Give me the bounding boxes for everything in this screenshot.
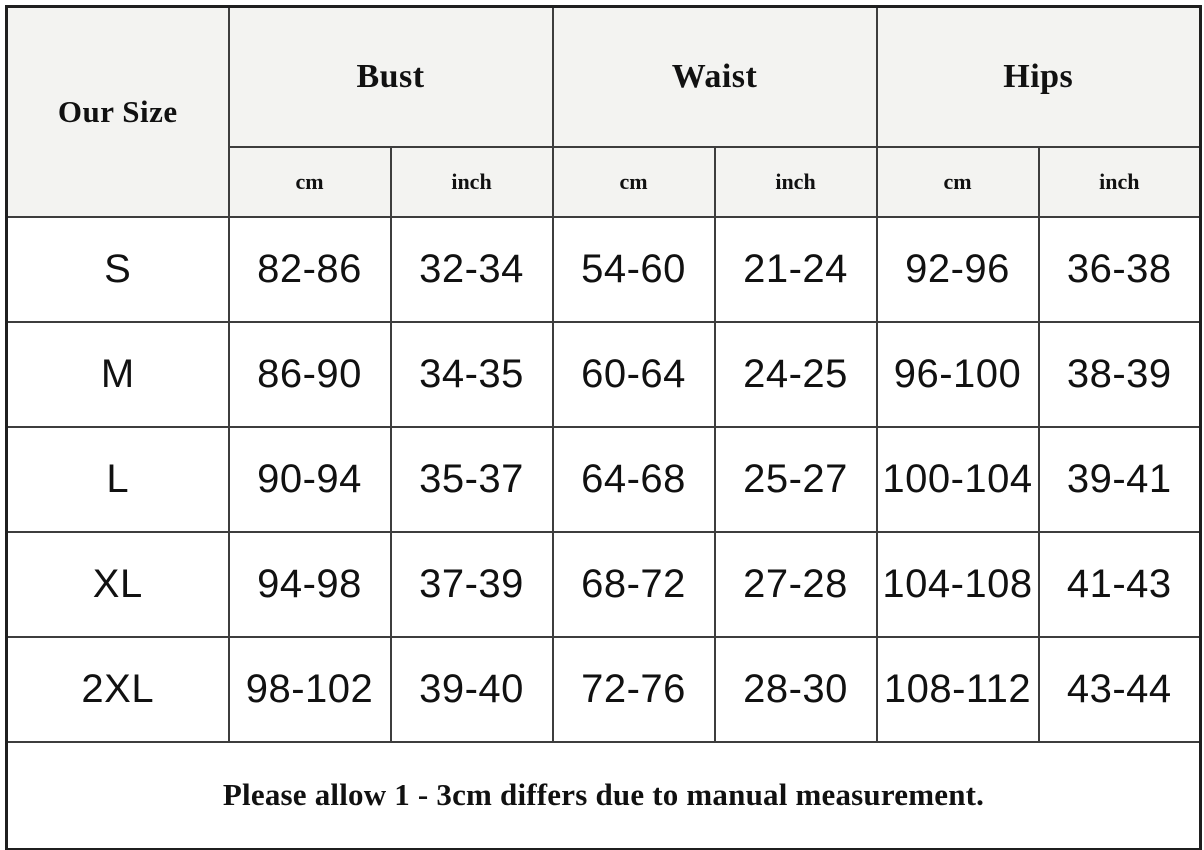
group-header-bust: Bust <box>227 5 554 148</box>
group-header-hips: Hips <box>875 5 1202 148</box>
size-cell: 2XL <box>5 635 230 743</box>
value-cell-bust-cm: 82-86 <box>227 215 392 323</box>
unit-header-row: cm inch cm inch cm inch <box>7 145 1202 218</box>
value-cell-waist-inch: 21-24 <box>713 215 878 323</box>
value-cell-hips-inch: 36-38 <box>1037 215 1202 323</box>
unit-header-hips-inch: inch <box>1037 145 1202 218</box>
value-cell-waist-cm: 72-76 <box>551 635 716 743</box>
value-cell-waist-inch: 27-28 <box>713 530 878 638</box>
value-cell-bust-cm: 90-94 <box>227 425 392 533</box>
value-cell-bust-cm: 98-102 <box>227 635 392 743</box>
corner-header-our-size: Our Size <box>5 5 230 218</box>
value-cell-bust-inch: 32-34 <box>389 215 554 323</box>
size-chart-table: Our Size Bust Waist Hips cm inch cm inch… <box>5 5 1203 850</box>
group-header-waist: Waist <box>551 5 878 148</box>
table-row-m: M 86-90 34-35 60-64 24-25 96-100 38-39 <box>5 320 1202 428</box>
value-cell-waist-cm: 60-64 <box>551 320 716 428</box>
size-cell: L <box>5 425 230 533</box>
value-cell-waist-cm: 64-68 <box>551 425 716 533</box>
unit-header-bust-cm: cm <box>227 145 392 218</box>
value-cell-hips-cm: 96-100 <box>875 320 1040 428</box>
value-cell-waist-inch: 28-30 <box>713 635 878 743</box>
value-cell-hips-inch: 43-44 <box>1037 635 1202 743</box>
value-cell-waist-cm: 68-72 <box>551 530 716 638</box>
table-row-s: S 82-86 32-34 54-60 21-24 92-96 36-38 <box>5 215 1202 323</box>
group-header-row: Our Size Bust Waist Hips <box>5 5 1202 218</box>
value-cell-waist-cm: 54-60 <box>551 215 716 323</box>
value-cell-waist-inch: 24-25 <box>713 320 878 428</box>
value-cell-waist-inch: 25-27 <box>713 425 878 533</box>
value-cell-bust-inch: 34-35 <box>389 320 554 428</box>
value-cell-bust-cm: 94-98 <box>227 530 392 638</box>
value-cell-hips-cm: 104-108 <box>875 530 1040 638</box>
unit-header-hips-cm: cm <box>875 145 1040 218</box>
table-row-2xl: 2XL 98-102 39-40 72-76 28-30 108-112 43-… <box>5 635 1202 743</box>
value-cell-bust-cm: 86-90 <box>227 320 392 428</box>
value-cell-hips-inch: 39-41 <box>1037 425 1202 533</box>
size-cell: S <box>5 215 230 323</box>
unit-header-waist-cm: cm <box>551 145 716 218</box>
value-cell-hips-inch: 38-39 <box>1037 320 1202 428</box>
unit-header-bust-inch: inch <box>389 145 554 218</box>
footnote-row: Please allow 1 - 3cm differs due to manu… <box>5 740 1202 850</box>
value-cell-hips-cm: 92-96 <box>875 215 1040 323</box>
size-cell: M <box>5 320 230 428</box>
value-cell-bust-inch: 35-37 <box>389 425 554 533</box>
unit-header-waist-inch: inch <box>713 145 878 218</box>
value-cell-hips-cm: 100-104 <box>875 425 1040 533</box>
value-cell-hips-cm: 108-112 <box>875 635 1040 743</box>
value-cell-bust-inch: 37-39 <box>389 530 554 638</box>
measurement-footnote: Please allow 1 - 3cm differs due to manu… <box>5 740 1202 850</box>
table-row-xl: XL 94-98 37-39 68-72 27-28 104-108 41-43 <box>5 530 1202 638</box>
size-cell: XL <box>5 530 230 638</box>
table-row-l: L 90-94 35-37 64-68 25-27 100-104 39-41 <box>5 425 1202 533</box>
value-cell-hips-inch: 41-43 <box>1037 530 1202 638</box>
value-cell-bust-inch: 39-40 <box>389 635 554 743</box>
